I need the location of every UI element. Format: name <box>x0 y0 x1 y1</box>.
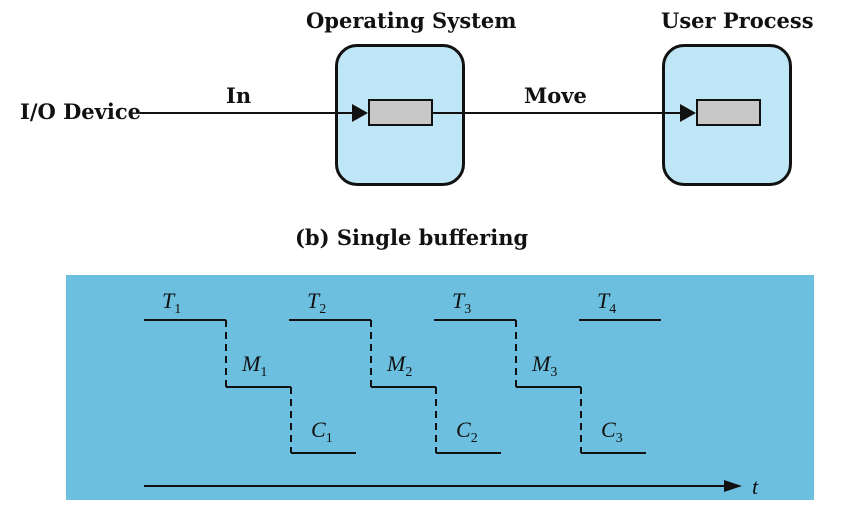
transfer-label-2: T2 <box>307 288 326 317</box>
compute-label-2: C2 <box>456 417 478 446</box>
move-arrowhead <box>680 104 696 122</box>
compute-label-3: C3 <box>601 417 623 446</box>
in-label: In <box>226 83 252 108</box>
operating-system-label: Operating System <box>306 8 517 33</box>
transfer-label-1: T1 <box>162 288 181 317</box>
move-label-3: M3 <box>531 351 557 380</box>
time-axis-arrowhead <box>724 480 742 492</box>
user-buffer <box>696 99 761 126</box>
move-label: Move <box>524 83 587 108</box>
time-axis-label: t <box>752 474 759 499</box>
compute-label-1: C1 <box>311 417 333 446</box>
timeline-panel: T1 M1 C1 T2 M2 C2 T3 M3 C3 T4 t <box>66 275 814 500</box>
timeline-lines <box>144 319 661 454</box>
os-buffer <box>368 99 433 126</box>
transfer-label-4: T4 <box>597 288 616 317</box>
move-arrow-line <box>433 112 683 114</box>
user-process-label: User Process <box>661 8 814 33</box>
caption: (b) Single buffering <box>295 225 529 250</box>
timeline-labels: T1 M1 C1 T2 M2 C2 T3 M3 C3 T4 <box>162 288 623 446</box>
in-arrowhead <box>352 104 368 122</box>
in-arrow-line <box>140 112 355 114</box>
move-label-2: M2 <box>386 351 412 380</box>
transfer-label-3: T3 <box>452 288 471 317</box>
timeline-svg: T1 M1 C1 T2 M2 C2 T3 M3 C3 T4 t <box>144 288 759 499</box>
move-label-1: M1 <box>241 351 267 380</box>
io-device-label: I/O Device <box>20 99 141 124</box>
